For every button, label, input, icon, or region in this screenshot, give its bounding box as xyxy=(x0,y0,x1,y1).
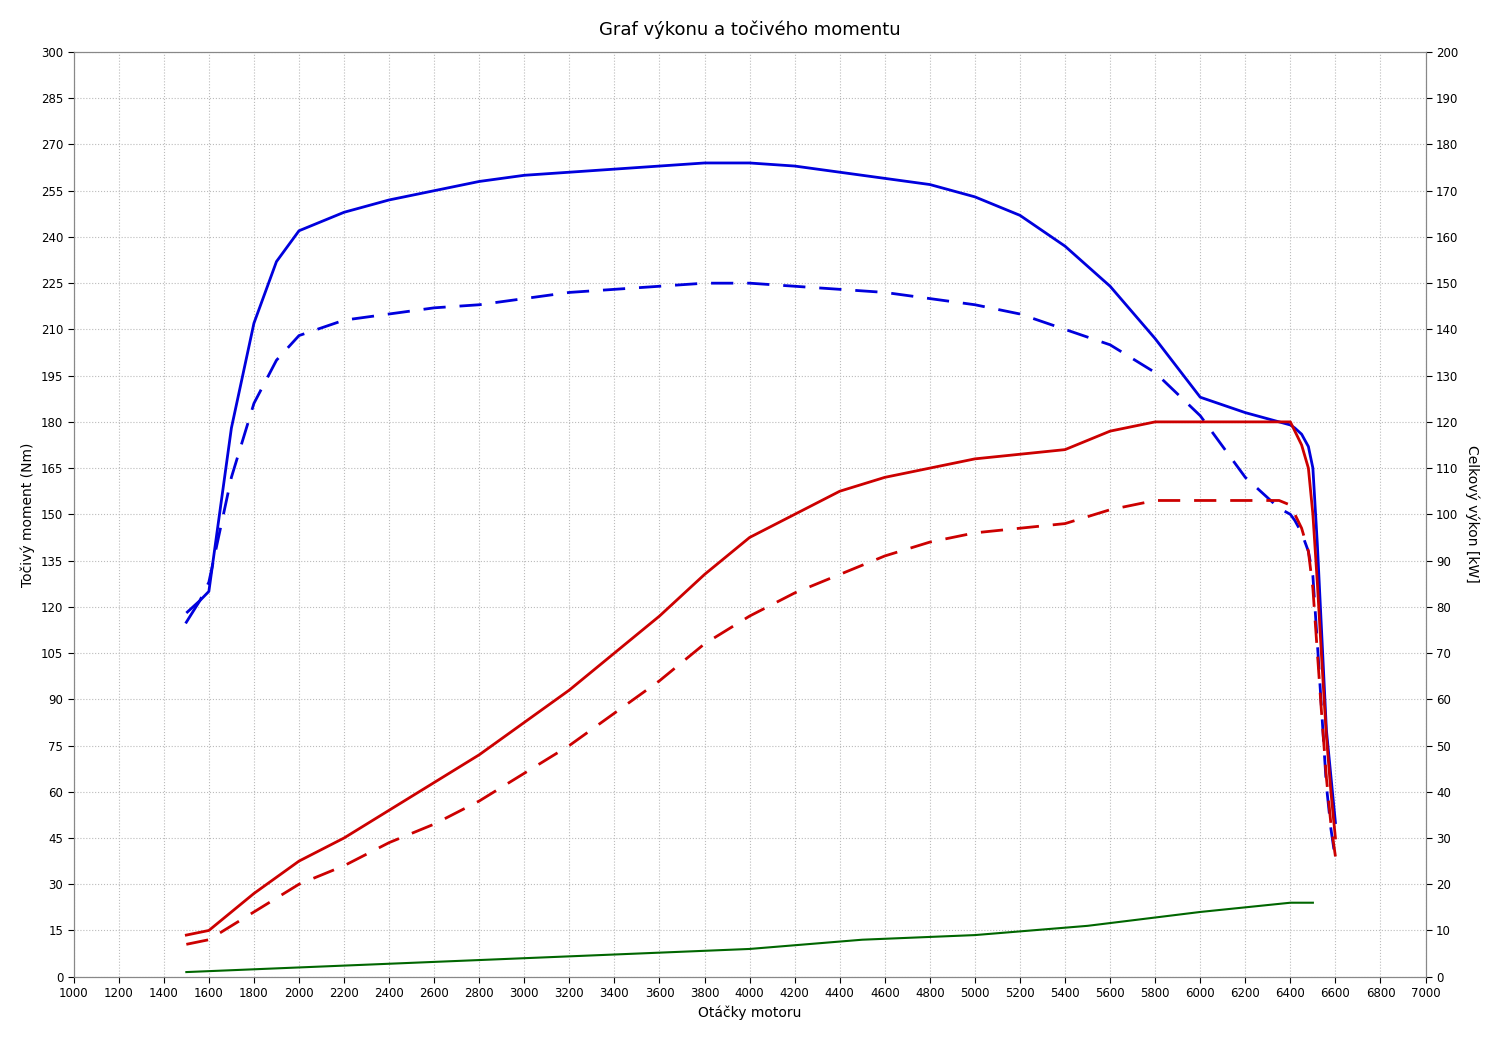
Y-axis label: Točivý moment (Nm): Točivý moment (Nm) xyxy=(21,442,36,586)
Y-axis label: Celkový výkon [kW]: Celkový výkon [kW] xyxy=(1464,446,1479,583)
X-axis label: Otáčky motoru: Otáčky motoru xyxy=(698,1006,801,1020)
Title: Graf výkonu a točivého momentu: Graf výkonu a točivého momentu xyxy=(598,21,900,40)
